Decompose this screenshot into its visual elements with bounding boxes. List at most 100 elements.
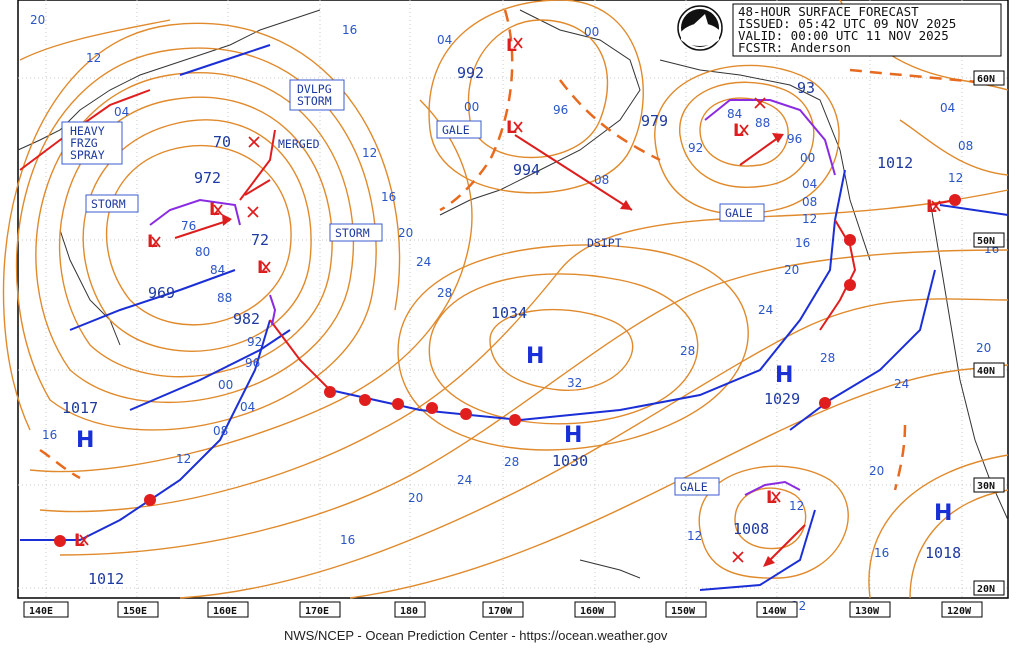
lon-label: 170W xyxy=(488,606,513,617)
svg-text:20: 20 xyxy=(976,341,991,355)
x-marks xyxy=(79,37,941,563)
svg-text:00: 00 xyxy=(584,25,599,39)
lat-lon-grid xyxy=(18,0,1008,598)
lat-label: 20N xyxy=(977,584,995,595)
high-symbol: H xyxy=(775,363,793,388)
low-symbol: L xyxy=(766,488,777,508)
pressure-992: 992 xyxy=(457,64,484,82)
svg-text:12: 12 xyxy=(948,171,963,185)
warning-labels: HEAVY FRZG SPRAY STORM DVLPG STORM STORM… xyxy=(61,79,765,496)
pressure-1008: 1008 xyxy=(733,520,769,538)
gale-label-south: GALE xyxy=(680,480,708,494)
svg-text:12: 12 xyxy=(362,146,377,160)
svg-text:24: 24 xyxy=(416,255,431,269)
pressure-979: 979 xyxy=(641,112,668,130)
developing-storm-label: DVLPG xyxy=(297,82,332,96)
svg-text:24: 24 xyxy=(894,377,909,391)
svg-text:84: 84 xyxy=(210,263,225,277)
low-symbol: L xyxy=(147,232,158,252)
gale-label-northeast: GALE xyxy=(725,206,753,220)
svg-text:20: 20 xyxy=(408,491,423,505)
pressure-84: 84 xyxy=(727,107,742,121)
pressure-values: 1034 1030 1029 1017 1018 969 982 972 992… xyxy=(62,64,961,588)
svg-text:12: 12 xyxy=(789,499,804,513)
svg-text:96: 96 xyxy=(245,356,260,370)
svg-text:00: 00 xyxy=(464,100,479,114)
svg-text:12: 12 xyxy=(86,51,101,65)
lat-label: 60N xyxy=(977,74,995,85)
svg-text:20: 20 xyxy=(784,263,799,277)
header-forecaster: FCSTR: Anderson xyxy=(738,40,851,55)
storm-label-west: STORM xyxy=(91,197,126,211)
pressure-1030: 1030 xyxy=(552,452,588,470)
svg-text:00: 00 xyxy=(800,151,815,165)
svg-text:16: 16 xyxy=(381,190,396,204)
svg-text:08: 08 xyxy=(802,195,817,209)
svg-text:96: 96 xyxy=(787,132,802,146)
occluded-fronts xyxy=(149,99,836,496)
pressure-88: 88 xyxy=(755,116,770,130)
pressure-1018: 1018 xyxy=(925,544,961,562)
pressure-1012-east: 1012 xyxy=(877,154,913,172)
high-symbol: H xyxy=(564,423,582,448)
svg-text:28: 28 xyxy=(437,286,452,300)
svg-text:08: 08 xyxy=(958,139,973,153)
pressure-70: 70 xyxy=(213,133,231,151)
cold-fronts xyxy=(20,44,1009,591)
low-symbol: L xyxy=(506,36,517,56)
high-centers: H H H H H xyxy=(76,344,952,526)
heavy-freezing-spray-label: HEAVY xyxy=(70,124,105,138)
map-frame xyxy=(17,0,1009,599)
svg-text:24: 24 xyxy=(457,473,472,487)
noaa-logo xyxy=(677,5,723,51)
lon-label: 160E xyxy=(213,606,237,617)
svg-text:92: 92 xyxy=(247,335,262,349)
pressure-1017: 1017 xyxy=(62,399,98,417)
low-symbol: L xyxy=(257,258,268,278)
pressure-972: 972 xyxy=(194,169,221,187)
storm-tracks xyxy=(174,133,806,567)
lon-label: 140E xyxy=(29,606,53,617)
svg-text:FRZG: FRZG xyxy=(70,136,98,150)
pressure-1034: 1034 xyxy=(491,304,527,322)
svg-text:20: 20 xyxy=(30,13,45,27)
low-centers: L L L L L L L L L xyxy=(74,36,937,551)
low-symbol: L xyxy=(74,531,85,551)
svg-text:04: 04 xyxy=(802,177,817,191)
lon-label: 180 xyxy=(400,606,418,617)
lon-label: 140W xyxy=(762,606,787,617)
svg-text:00: 00 xyxy=(218,378,233,392)
warm-fronts xyxy=(19,89,961,547)
pressure-76: 76 xyxy=(181,219,196,233)
pressure-982: 982 xyxy=(233,310,260,328)
svg-text:28: 28 xyxy=(680,344,695,358)
lat-label: 50N xyxy=(977,236,995,247)
svg-text:16: 16 xyxy=(874,546,889,560)
forecast-header: 48-HOUR SURFACE FORECAST ISSUED: 05:42 U… xyxy=(732,3,1002,57)
svg-text:04: 04 xyxy=(240,400,255,414)
high-symbol: H xyxy=(934,501,952,526)
pressure-969: 969 xyxy=(148,284,175,302)
lat-label: 40N xyxy=(977,366,995,377)
iso-12: 12 xyxy=(687,529,702,543)
lon-label: 150E xyxy=(123,606,147,617)
svg-text:92: 92 xyxy=(688,141,703,155)
header-issued: ISSUED: 05:42 UTC 09 NOV 2025 xyxy=(738,16,956,31)
high-symbol: H xyxy=(76,428,94,453)
svg-text:96: 96 xyxy=(553,103,568,117)
pressure-1029: 1029 xyxy=(764,390,800,408)
storm-label-central: STORM xyxy=(335,226,370,240)
svg-text:STORM: STORM xyxy=(297,94,332,108)
axis-labels: 140E 150E 160E 170E 180 170W 160W 150W 1… xyxy=(23,70,1005,618)
dissipating-label: DSIPT xyxy=(587,236,622,250)
svg-text:08: 08 xyxy=(213,424,228,438)
isobar-labels: 20 12 04 16 04 00 00 96 08 12 16 20 24 2… xyxy=(30,13,999,613)
gale-label-north: GALE xyxy=(442,123,470,137)
low-symbol: L xyxy=(733,121,744,141)
svg-text:12: 12 xyxy=(802,212,817,226)
high-symbol: H xyxy=(526,344,544,369)
svg-text:04: 04 xyxy=(940,101,955,115)
svg-text:20: 20 xyxy=(398,226,413,240)
low-symbol: L xyxy=(209,200,220,220)
pressure-1012-west: 1012 xyxy=(88,570,124,588)
